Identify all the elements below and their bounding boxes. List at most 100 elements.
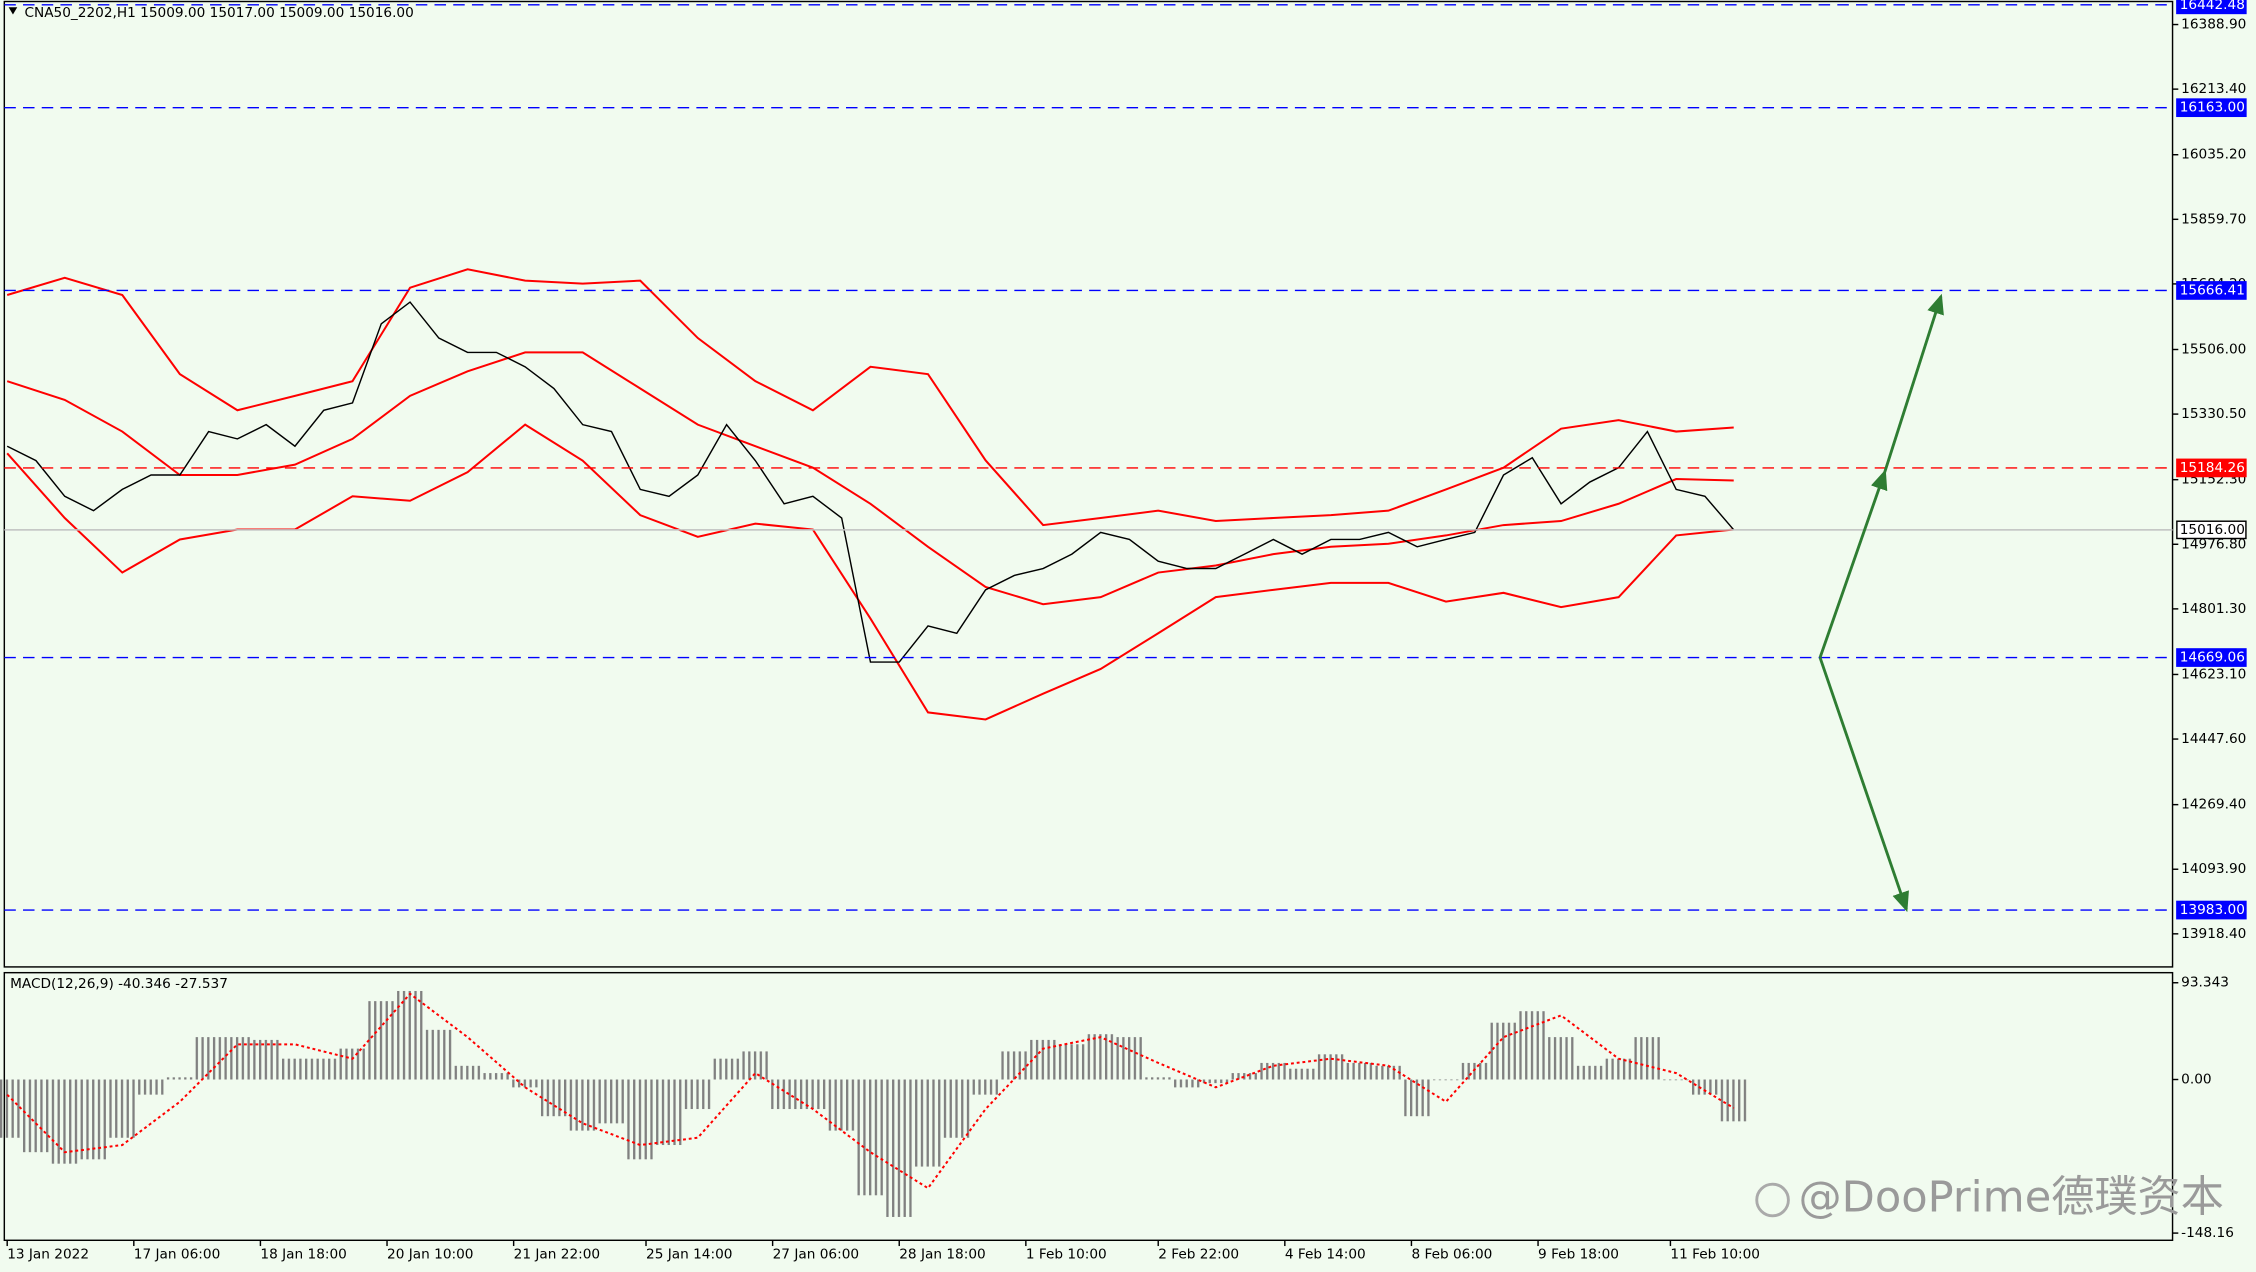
panel-plot bbox=[0, 990, 1749, 1217]
histogram-bar bbox=[309, 1058, 339, 1080]
histogram-bar bbox=[1201, 1079, 1231, 1084]
level-label: 13983.00 bbox=[2180, 902, 2245, 918]
series-line bbox=[6, 301, 1735, 663]
histogram-bar bbox=[1575, 1065, 1605, 1080]
histogram-bar bbox=[1143, 1077, 1173, 1080]
collapse-icon[interactable] bbox=[8, 7, 18, 15]
y-tick-label: 13918.40 bbox=[2181, 926, 2246, 942]
x-tick-label: 27 Jan 06:00 bbox=[773, 1247, 859, 1263]
arrow-down bbox=[1818, 657, 1909, 913]
y-tick-label: 16388.90 bbox=[2181, 17, 2246, 33]
histogram-bar bbox=[1028, 1039, 1058, 1080]
histogram-bar bbox=[597, 1079, 626, 1124]
histogram-bar bbox=[50, 1079, 80, 1164]
level-label: 14669.06 bbox=[2180, 650, 2245, 666]
histogram-bar bbox=[683, 1079, 713, 1110]
histogram-bar bbox=[654, 1079, 684, 1146]
histogram-bar bbox=[251, 1039, 281, 1080]
level-label-box bbox=[2176, 900, 2247, 920]
histogram-bar bbox=[1287, 1068, 1317, 1080]
histogram-bar bbox=[712, 1058, 741, 1080]
histogram-bar bbox=[827, 1079, 857, 1131]
y-tick-label: 14093.90 bbox=[2181, 861, 2246, 877]
x-tick-label: 25 Jan 14:00 bbox=[646, 1247, 732, 1263]
level-label-box bbox=[2176, 648, 2247, 667]
y-tick-label: 15330.50 bbox=[2181, 406, 2246, 422]
histogram-bar bbox=[1115, 1037, 1144, 1080]
x-tick-label: 18 Jan 18:00 bbox=[260, 1247, 346, 1263]
histogram-bar bbox=[1345, 1062, 1375, 1080]
histogram-bar bbox=[884, 1079, 914, 1217]
y-tick-label: 15859.70 bbox=[2181, 211, 2246, 227]
y-tick-label: 14447.60 bbox=[2181, 731, 2246, 747]
y-tick-label: 14269.40 bbox=[2181, 797, 2246, 813]
x-tick-label: 20 Jan 10:00 bbox=[387, 1247, 473, 1263]
x-tick-label: 9 Feb 18:00 bbox=[1538, 1247, 1619, 1263]
macd-title: MACD(12,26,9) -40.346 -27.537 bbox=[10, 976, 228, 992]
x-tick-label: 11 Feb 10:00 bbox=[1670, 1247, 1760, 1263]
x-tick-label: 2 Feb 22:00 bbox=[1158, 1247, 1239, 1263]
histogram-bar bbox=[999, 1051, 1029, 1080]
histogram-bar bbox=[539, 1079, 569, 1117]
level-label-box bbox=[2176, 520, 2247, 540]
level-label: 16163.00 bbox=[2180, 100, 2245, 116]
histogram-bar bbox=[21, 1079, 51, 1153]
level-label-box bbox=[2176, 98, 2247, 118]
histogram-bar bbox=[1546, 1037, 1576, 1080]
histogram-bar bbox=[107, 1079, 137, 1138]
histogram-bar bbox=[568, 1079, 598, 1131]
chart-title: CNA50_2202,H1 15009.00 15017.00 15009.00… bbox=[24, 5, 413, 21]
y-tick-label: 0.00 bbox=[2181, 1072, 2211, 1088]
histogram-bar bbox=[1661, 1079, 1691, 1081]
histogram-bar bbox=[1057, 1044, 1087, 1080]
histogram-bar bbox=[194, 1037, 224, 1080]
histogram-bar bbox=[280, 1058, 310, 1080]
histogram-bar bbox=[625, 1079, 655, 1160]
histogram-bar bbox=[1402, 1079, 1432, 1117]
histogram-bar bbox=[740, 1051, 770, 1080]
histogram-bar bbox=[395, 990, 425, 1080]
y-tick-label: 14623.10 bbox=[2181, 666, 2246, 682]
y-tick-label: 15506.00 bbox=[2181, 341, 2246, 357]
histogram-bar bbox=[510, 1079, 540, 1088]
x-tick-label: 1 Feb 10:00 bbox=[1026, 1247, 1107, 1263]
histogram-bar bbox=[79, 1079, 108, 1160]
y-tick-label: -148.16 bbox=[2181, 1225, 2234, 1241]
level-label: 16442.48 bbox=[2180, 0, 2245, 13]
x-tick-label: 4 Feb 14:00 bbox=[1285, 1247, 1366, 1263]
histogram-bar bbox=[1719, 1079, 1749, 1122]
y-tick-label: 93.343 bbox=[2181, 975, 2229, 991]
series-line bbox=[6, 268, 1734, 527]
level-label-box bbox=[2176, 0, 2247, 15]
histogram-bar bbox=[481, 1073, 511, 1080]
histogram-bar bbox=[223, 1037, 252, 1080]
histogram-bar bbox=[338, 1048, 367, 1080]
histogram-bar bbox=[798, 1079, 828, 1110]
histogram-bar bbox=[366, 1001, 396, 1080]
histogram-bar bbox=[165, 1077, 195, 1080]
histogram-bar bbox=[1489, 1022, 1518, 1080]
histogram-bar bbox=[942, 1079, 972, 1138]
histogram-bar bbox=[453, 1065, 482, 1080]
y-tick-label: 16035.20 bbox=[2181, 147, 2246, 163]
main-panel-frame bbox=[3, 0, 2174, 968]
histogram-bar bbox=[1172, 1079, 1202, 1088]
level-label-box bbox=[2176, 458, 2247, 478]
histogram-bar bbox=[0, 1079, 22, 1138]
histogram-bar bbox=[1431, 1079, 1461, 1081]
histogram-bar bbox=[1230, 1073, 1259, 1080]
histogram-bar bbox=[1258, 1062, 1288, 1080]
arrow-up-2 bbox=[1883, 293, 1944, 473]
x-tick-label: 13 Jan 2022 bbox=[7, 1247, 89, 1263]
level-label: 15184.26 bbox=[2180, 460, 2245, 476]
histogram-bar bbox=[1316, 1054, 1346, 1080]
histogram-bar bbox=[1604, 1058, 1634, 1080]
x-tick-label: 17 Jan 06:00 bbox=[134, 1247, 220, 1263]
x-tick-label: 8 Feb 06:00 bbox=[1411, 1247, 1492, 1263]
watermark: @DooPrime德璞资本 bbox=[1798, 1173, 2223, 1223]
level-label: 15666.41 bbox=[2180, 282, 2245, 298]
histogram-bar bbox=[856, 1079, 885, 1196]
y-tick-label: 16213.40 bbox=[2181, 81, 2246, 97]
